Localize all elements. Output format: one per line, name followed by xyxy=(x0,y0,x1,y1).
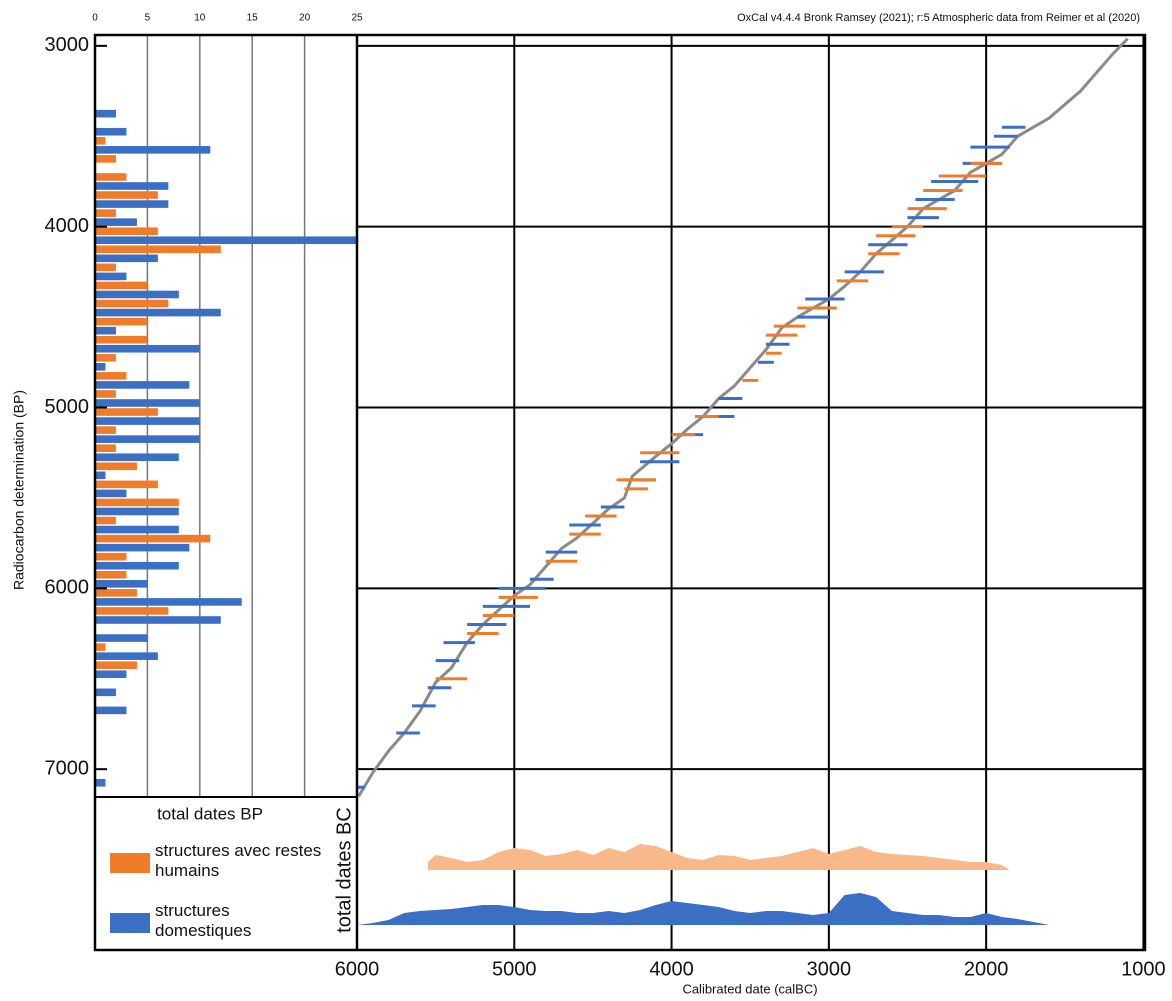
histogram-bar xyxy=(95,616,221,624)
histogram-bar xyxy=(95,435,200,443)
histogram-bar xyxy=(95,534,211,543)
histogram-bar xyxy=(95,109,116,118)
histogram-bar xyxy=(95,589,137,597)
top-tick-label: 10 xyxy=(194,13,206,24)
legend-title: total dates BP xyxy=(157,804,263,823)
histogram-bar xyxy=(95,263,116,272)
histogram-bar xyxy=(95,127,127,136)
x-tick-label: 1000 xyxy=(1121,958,1166,980)
histogram-bar xyxy=(95,643,106,651)
histogram-bar xyxy=(95,706,127,715)
histogram-bar xyxy=(95,218,137,226)
x-tick-label: 2000 xyxy=(964,958,1009,980)
histogram-bar xyxy=(95,372,127,380)
calibration-curve xyxy=(357,37,1129,798)
histogram-bar xyxy=(95,353,116,362)
histogram-bar xyxy=(95,200,169,208)
histogram-bar xyxy=(95,498,179,507)
histogram-bar xyxy=(95,227,158,236)
legend-entry: structures domestiques xyxy=(155,901,252,940)
histogram-bar xyxy=(95,408,158,416)
y-tick-label: 5000 xyxy=(45,396,90,418)
top-tick-label: 20 xyxy=(299,13,311,24)
histogram-bar xyxy=(95,661,137,669)
histogram-bar xyxy=(95,317,148,326)
annotation: OxCal v4.4.4 Bronk Ramsey (2021); r:5 At… xyxy=(737,12,1140,24)
histogram-bar xyxy=(95,381,190,389)
plot-frame xyxy=(93,33,1147,952)
histogram-bar xyxy=(95,778,106,787)
histogram-bar xyxy=(95,146,211,154)
histogram-bar xyxy=(95,155,116,163)
histogram-bar xyxy=(95,399,200,407)
histogram-bar xyxy=(95,363,106,371)
histogram-bar xyxy=(95,561,179,570)
top-tick-label: 5 xyxy=(145,13,151,24)
y-tick-label: 3000 xyxy=(45,34,90,56)
histogram-bar xyxy=(95,281,148,290)
histogram-bar xyxy=(95,552,127,561)
top-tick-label: 25 xyxy=(351,13,363,24)
density-area xyxy=(427,844,1010,870)
x-tick-label: 6000 xyxy=(335,958,380,980)
histogram-bar xyxy=(95,191,158,199)
x-tick-label: 4000 xyxy=(649,958,694,980)
histogram-bar xyxy=(95,426,116,434)
histogram-bar xyxy=(95,236,357,245)
histogram-bar xyxy=(95,417,200,425)
y-tick-label: 7000 xyxy=(45,757,90,779)
histogram-bar xyxy=(95,580,148,588)
legend-entry: structures avec restes humains xyxy=(155,841,322,880)
x-tick-label: 5000 xyxy=(492,958,537,980)
legend-label: structures domestiques xyxy=(155,901,252,940)
histogram-bar xyxy=(95,543,190,552)
histogram-bar xyxy=(95,344,200,353)
histogram-bar xyxy=(95,489,127,498)
histogram-bar xyxy=(95,634,148,642)
histogram-bar xyxy=(95,688,116,697)
y-tick-label: 4000 xyxy=(45,215,90,237)
x-axis-label: Calibrated date (calBC) xyxy=(682,981,817,996)
histogram-bar xyxy=(95,254,158,263)
histogram-bar xyxy=(95,525,179,534)
top-tick-label: 0 xyxy=(92,13,98,24)
histogram-bar xyxy=(95,462,137,471)
histogram-bar xyxy=(95,453,179,462)
histogram-bar xyxy=(95,299,169,308)
histogram-bar xyxy=(95,326,116,335)
histogram-bar xyxy=(95,670,127,679)
histogram-bar xyxy=(95,598,242,606)
histogram-bar xyxy=(95,209,116,217)
histogram-bar xyxy=(95,272,127,281)
top-tick-label: 15 xyxy=(247,13,259,24)
legend-swatch xyxy=(110,853,150,873)
histogram-bar xyxy=(95,308,221,317)
legend-label: structures avec restes humains xyxy=(155,841,322,880)
histogram-bar xyxy=(95,173,127,181)
histogram-bar xyxy=(95,182,169,190)
y-axis-label: Radiocarbon determination (BP) xyxy=(11,390,27,590)
legend-swatch xyxy=(110,913,150,933)
histogram-bar xyxy=(95,471,106,480)
histogram-bar xyxy=(95,390,116,398)
histogram-bar xyxy=(95,607,169,615)
histogram-bar xyxy=(95,444,116,452)
y-tick-label: 6000 xyxy=(45,577,90,599)
area-label: total dates BC xyxy=(333,807,355,933)
histogram-bar xyxy=(95,570,127,579)
histogram-bar xyxy=(95,136,106,145)
x-tick-label: 3000 xyxy=(807,958,852,980)
histogram-bar xyxy=(95,480,158,489)
histogram-bar xyxy=(95,652,158,660)
histogram-bar xyxy=(95,516,116,525)
histogram-bar xyxy=(95,507,179,516)
histogram-bar xyxy=(95,290,179,299)
histogram-bar xyxy=(95,335,148,344)
density-area xyxy=(357,893,1050,925)
histogram-bar xyxy=(95,245,221,254)
